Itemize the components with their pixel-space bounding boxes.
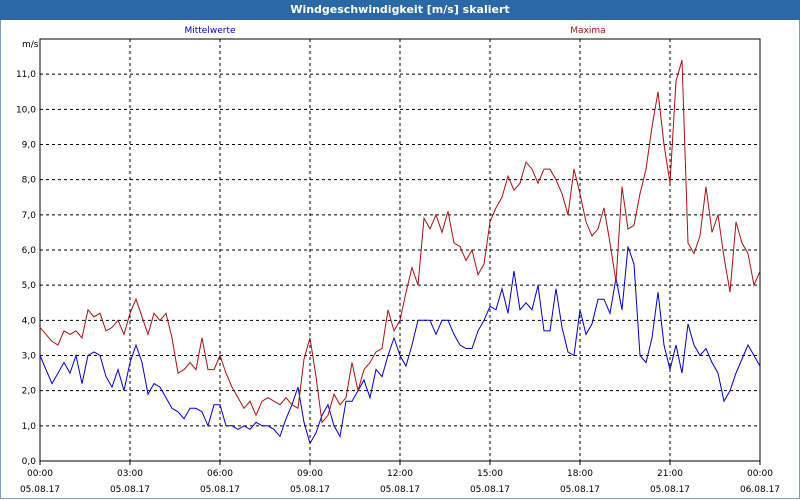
x-tick-time: 03:00 [117,469,143,479]
y-tick-label: 7,0 [22,211,37,221]
x-tick-date: 05.08.17 [470,485,510,495]
x-tick-time: 06:00 [207,469,233,479]
plot-area-border [39,38,761,462]
y-axis-label: m/s [22,40,39,50]
legend-maxima: Maxima [570,26,605,36]
x-tick-labels: 00:00 05.08.17 03:00 05.08.17 06:00 05.08.17 0… [20,469,780,495]
x-tick-date: 06.08.17 [740,485,780,495]
series-line-mittelwerte [39,246,761,445]
y-tick-labels: 0,0 1,0 2,0 3,0 4,0 5,0 6,0 7,0 8,0 9,0 10,0 11,0 [16,70,36,467]
y-tick-label: 8,0 [22,176,37,186]
grid-lines [40,39,760,461]
y-tick-label: 2,0 [22,387,37,397]
x-tick-time: 15:00 [477,469,503,479]
x-tick-time: 12:00 [387,469,413,479]
x-tick-time: 09:00 [297,469,323,479]
series-lines [39,59,761,445]
y-tick-label: 1,0 [22,422,37,432]
y-tick-label: 4,0 [22,316,37,326]
x-tick-time: 18:00 [567,469,593,479]
x-tick-date: 05.08.17 [290,485,330,495]
axes [39,38,761,465]
x-tick-date: 05.08.17 [380,485,420,495]
x-tick-time: 00:00 [747,469,773,479]
x-tick-time: 21:00 [657,469,683,479]
y-tick-label: 10,0 [16,105,36,115]
window-title: Windgeschwindigkeit [m/s] skaliert [0,0,800,20]
y-tick-label: 5,0 [22,281,37,291]
series-line-maxima [39,59,761,424]
x-tick-date: 05.08.17 [560,485,600,495]
x-tick-date: 05.08.17 [110,485,150,495]
x-tick-date: 05.08.17 [650,485,690,495]
x-tick-time: 00:00 [27,469,53,479]
y-tick-label: 11,0 [16,70,36,80]
y-tick-label: 6,0 [22,246,37,256]
x-tick-date: 05.08.17 [20,485,60,495]
y-tick-label: 3,0 [22,352,37,362]
y-tick-label: 0,0 [22,457,37,467]
y-tick-label: 9,0 [22,141,37,151]
x-tick-date: 05.08.17 [200,485,240,495]
legend-mittelwerte: Mittelwerte [184,26,235,36]
